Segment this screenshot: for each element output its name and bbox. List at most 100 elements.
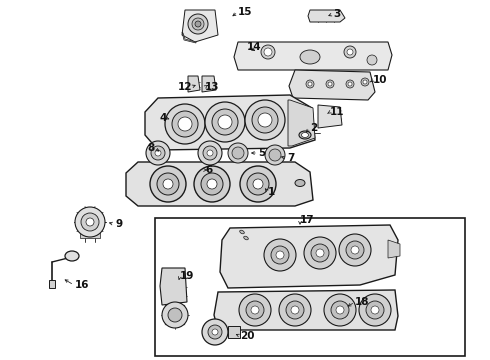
Circle shape	[339, 234, 371, 266]
Circle shape	[346, 80, 354, 88]
Circle shape	[207, 150, 213, 156]
Text: 12: 12	[177, 82, 192, 92]
Text: 19: 19	[180, 271, 195, 281]
Ellipse shape	[65, 251, 79, 261]
Circle shape	[195, 21, 201, 27]
Circle shape	[240, 166, 276, 202]
Text: 3: 3	[333, 9, 340, 19]
Bar	[228, 326, 240, 338]
Text: 8: 8	[148, 143, 155, 153]
Circle shape	[157, 173, 179, 195]
Circle shape	[291, 306, 299, 314]
Circle shape	[269, 149, 281, 161]
Text: 5: 5	[258, 148, 265, 158]
Circle shape	[207, 179, 217, 189]
Circle shape	[324, 294, 356, 326]
Circle shape	[203, 146, 217, 160]
Circle shape	[252, 107, 278, 133]
Polygon shape	[318, 105, 342, 128]
Circle shape	[286, 301, 304, 319]
Circle shape	[371, 306, 379, 314]
Circle shape	[75, 207, 105, 237]
Circle shape	[347, 49, 353, 55]
Text: 15: 15	[238, 7, 252, 17]
Circle shape	[304, 237, 336, 269]
Circle shape	[202, 319, 228, 345]
Circle shape	[363, 80, 367, 84]
Ellipse shape	[300, 50, 320, 64]
Text: 16: 16	[75, 280, 90, 290]
Polygon shape	[288, 100, 315, 146]
Circle shape	[359, 294, 391, 326]
Circle shape	[258, 113, 272, 127]
Circle shape	[344, 46, 356, 58]
Circle shape	[163, 179, 173, 189]
Circle shape	[150, 166, 186, 202]
Text: 13: 13	[205, 82, 220, 92]
Bar	[49, 280, 55, 288]
Polygon shape	[80, 232, 100, 238]
Text: 9: 9	[115, 219, 122, 229]
Circle shape	[208, 325, 222, 339]
Circle shape	[205, 102, 245, 142]
Polygon shape	[182, 10, 218, 42]
Text: 17: 17	[300, 215, 315, 225]
Text: 1: 1	[268, 187, 275, 197]
Circle shape	[251, 306, 259, 314]
Ellipse shape	[240, 230, 245, 234]
Ellipse shape	[301, 132, 309, 138]
Ellipse shape	[295, 180, 305, 186]
Text: 6: 6	[205, 165, 212, 175]
Circle shape	[264, 48, 272, 56]
Text: 10: 10	[373, 75, 388, 85]
Circle shape	[276, 251, 284, 259]
Polygon shape	[289, 70, 375, 100]
Text: 4: 4	[160, 113, 167, 123]
Text: 11: 11	[330, 107, 344, 117]
Polygon shape	[188, 76, 200, 92]
Polygon shape	[160, 268, 187, 305]
Circle shape	[331, 301, 349, 319]
Circle shape	[336, 306, 344, 314]
Circle shape	[348, 82, 352, 86]
Polygon shape	[126, 162, 313, 206]
Circle shape	[316, 249, 324, 257]
Circle shape	[367, 55, 377, 65]
Circle shape	[168, 308, 182, 322]
Circle shape	[146, 141, 170, 165]
Circle shape	[86, 218, 94, 226]
Circle shape	[279, 294, 311, 326]
Circle shape	[228, 143, 248, 163]
Circle shape	[155, 150, 161, 156]
Circle shape	[188, 14, 208, 34]
Circle shape	[162, 302, 188, 328]
Circle shape	[239, 294, 271, 326]
Circle shape	[326, 80, 334, 88]
Circle shape	[201, 173, 223, 195]
Circle shape	[264, 239, 296, 271]
Circle shape	[151, 146, 165, 160]
Circle shape	[212, 109, 238, 135]
Text: 7: 7	[287, 153, 294, 163]
Polygon shape	[388, 240, 400, 258]
Circle shape	[306, 80, 314, 88]
Circle shape	[271, 246, 289, 264]
Circle shape	[212, 329, 218, 335]
Circle shape	[232, 147, 244, 159]
Circle shape	[246, 301, 264, 319]
Circle shape	[366, 301, 384, 319]
Polygon shape	[308, 10, 345, 22]
Circle shape	[253, 179, 263, 189]
Circle shape	[172, 111, 198, 137]
Polygon shape	[182, 32, 196, 43]
Circle shape	[192, 18, 204, 30]
Text: 18: 18	[355, 297, 369, 307]
Circle shape	[247, 173, 269, 195]
Circle shape	[81, 213, 99, 231]
Polygon shape	[220, 225, 398, 288]
Circle shape	[178, 117, 192, 131]
Circle shape	[361, 78, 369, 86]
Circle shape	[261, 45, 275, 59]
Circle shape	[245, 100, 285, 140]
Polygon shape	[214, 290, 398, 330]
